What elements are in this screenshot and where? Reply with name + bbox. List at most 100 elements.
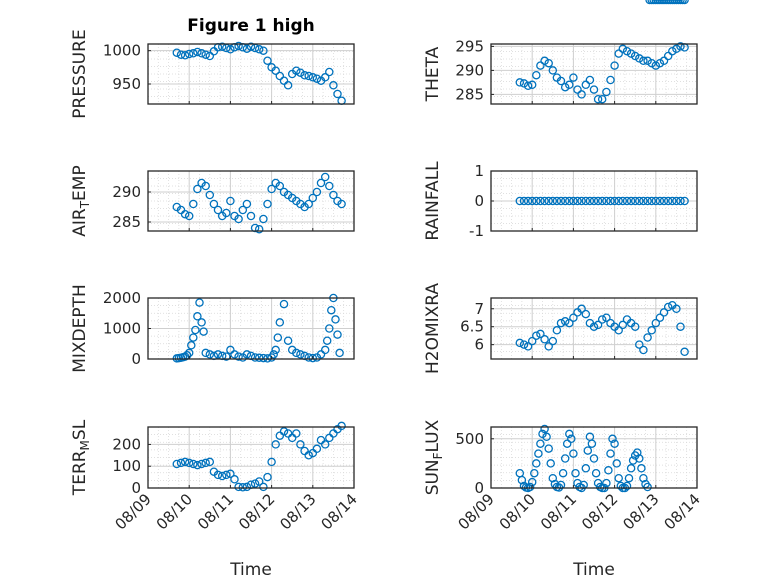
data-point xyxy=(544,342,553,351)
data-point xyxy=(618,320,628,330)
data-point xyxy=(565,318,574,328)
data-point xyxy=(325,181,334,191)
data-point xyxy=(273,333,283,342)
data-point xyxy=(527,196,537,206)
data-point xyxy=(180,209,190,219)
data-point xyxy=(269,350,278,359)
data-point xyxy=(530,468,539,478)
data-point xyxy=(614,326,623,335)
data-point xyxy=(581,80,591,90)
data-point xyxy=(540,335,549,344)
data-point xyxy=(259,46,268,55)
data-point xyxy=(606,196,615,206)
y-tick-label: 1000 xyxy=(103,42,141,60)
figure-title: Figure 1 high xyxy=(187,16,315,36)
data-point xyxy=(275,181,285,191)
data-point xyxy=(201,458,210,468)
data-point xyxy=(614,196,623,206)
data-point xyxy=(184,211,194,221)
axes-frame xyxy=(490,43,698,105)
data-point xyxy=(201,50,210,59)
data-point xyxy=(585,75,595,85)
y-axis-label: H2OMIXRA xyxy=(423,283,443,374)
data-point xyxy=(335,348,344,358)
data-point xyxy=(213,350,223,359)
data-point xyxy=(643,56,652,66)
y-axis-label: SUNFLUX xyxy=(423,419,445,495)
data-point xyxy=(329,190,338,200)
data-point xyxy=(626,49,636,58)
data-point xyxy=(322,336,332,345)
data-point xyxy=(532,70,541,80)
data-point xyxy=(283,336,293,345)
data-point xyxy=(263,56,272,65)
data-point xyxy=(292,66,301,75)
data-point xyxy=(567,434,576,444)
data-point xyxy=(672,304,681,314)
data-point xyxy=(589,196,599,206)
data-point xyxy=(639,196,648,206)
data-point xyxy=(668,46,677,56)
subplot-terr_msl: 0100200TERRMSL08/0908/1008/1108/1208/130… xyxy=(70,419,361,533)
data-point xyxy=(320,73,330,82)
data-point xyxy=(267,457,276,467)
data-point xyxy=(672,196,681,206)
data-point xyxy=(552,326,562,335)
data-point xyxy=(296,350,305,359)
data-point xyxy=(536,61,545,70)
x-tick-label: 08/11 xyxy=(537,490,580,533)
data-point xyxy=(331,315,340,324)
data-point xyxy=(325,67,334,77)
data-point xyxy=(593,196,603,206)
data-point xyxy=(308,193,318,203)
data-point xyxy=(187,341,196,350)
data-point xyxy=(292,348,301,358)
data-point xyxy=(320,172,330,182)
data-point xyxy=(680,0,689,5)
data-point xyxy=(523,196,533,206)
data-point xyxy=(624,473,634,483)
y-tick-label: 100 xyxy=(112,457,141,475)
data-point xyxy=(519,481,529,491)
data-point xyxy=(189,333,198,342)
data-point xyxy=(201,181,210,191)
data-point xyxy=(581,464,591,473)
data-point xyxy=(259,214,268,224)
data-point xyxy=(651,61,661,70)
x-tick-label: 08/13 xyxy=(619,490,662,533)
data-point xyxy=(193,184,202,194)
data-point xyxy=(587,439,597,448)
data-point xyxy=(560,317,570,326)
data-point xyxy=(308,73,318,82)
x-tick-label: 08/14 xyxy=(661,490,704,533)
data-point xyxy=(515,338,525,348)
data-point xyxy=(184,49,194,59)
data-point xyxy=(193,47,202,57)
data-point xyxy=(527,80,537,90)
data-point xyxy=(312,74,322,83)
y-label-part: TERR xyxy=(70,450,90,496)
y-tick-label: 6.5 xyxy=(460,318,484,336)
y-tick-label: 7 xyxy=(474,300,484,318)
data-point xyxy=(589,85,599,94)
data-point xyxy=(548,66,558,75)
data-point xyxy=(184,458,194,468)
data-point xyxy=(296,68,305,77)
data-point xyxy=(593,94,603,104)
data-point xyxy=(606,75,615,85)
data-point xyxy=(189,459,198,469)
data-point xyxy=(275,431,285,440)
data-point xyxy=(573,85,582,94)
data-point xyxy=(593,320,603,330)
data-point xyxy=(329,81,338,90)
y-tick-label: 295 xyxy=(455,37,484,55)
data-point xyxy=(517,475,527,485)
data-point xyxy=(659,56,669,66)
y-tick-label: 1000 xyxy=(103,320,141,338)
data-point xyxy=(519,79,529,88)
data-point xyxy=(647,326,656,335)
data-point xyxy=(254,224,264,234)
data-point xyxy=(655,196,665,206)
y-label-subscript: F xyxy=(431,452,445,459)
data-point xyxy=(263,199,272,209)
